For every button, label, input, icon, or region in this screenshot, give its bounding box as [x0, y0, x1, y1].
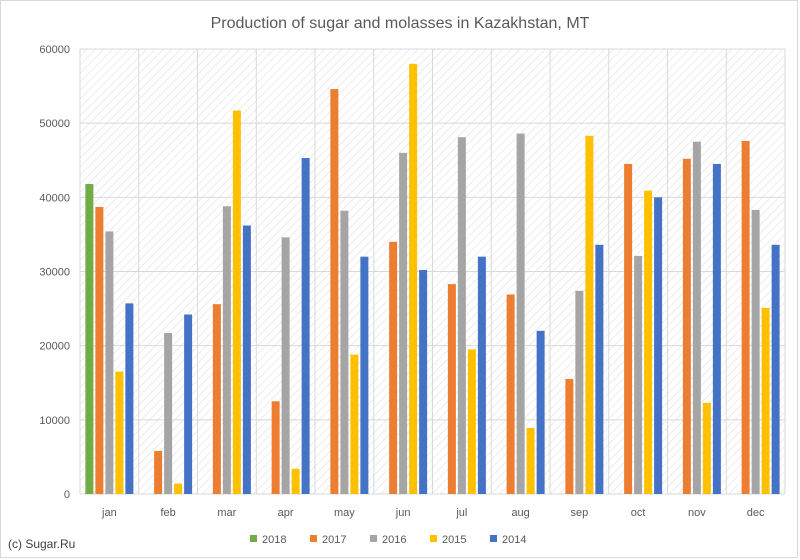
legend-label: 2015 [442, 534, 466, 546]
bar-2016-oct [634, 255, 643, 494]
y-tick-label: 50000 [39, 118, 70, 130]
x-tick-label: feb [160, 507, 175, 519]
y-tick-label: 40000 [39, 192, 70, 204]
bar-2015-feb [174, 483, 183, 494]
bar-2014-mar [242, 225, 251, 494]
bar-2017-may [330, 89, 339, 495]
bar-2017-jan [95, 206, 104, 494]
bar-2015-oct [644, 190, 653, 495]
x-axis: jan feb mar apr may jun jul aug sep oct nov dec [101, 507, 765, 519]
bars [85, 63, 780, 495]
credit-text: (c) Sugar.Ru [8, 537, 75, 551]
bar-2014-nov [712, 163, 721, 495]
x-tick-label: jul [455, 507, 467, 519]
bar-2015-jan [115, 371, 124, 494]
bar-2014-may [360, 256, 369, 494]
x-tick-label: jun [395, 507, 411, 519]
bar-2015-nov [702, 402, 711, 494]
legend-label: 2018 [262, 534, 286, 546]
bar-2015-mar [232, 110, 241, 494]
bar-2014-dec [771, 244, 780, 494]
bar-2017-dec [741, 140, 750, 494]
bar-2016-sep [575, 290, 584, 494]
bar-2017-mar [212, 304, 221, 494]
bar-2017-nov [682, 158, 691, 494]
legend-swatch [430, 535, 437, 542]
bar-2017-aug [506, 294, 515, 494]
bar-2016-jan [105, 231, 114, 494]
legend-swatch [250, 535, 257, 542]
bar-2016-aug [516, 133, 525, 495]
bar-2017-oct [624, 163, 633, 495]
x-tick-label: jan [101, 507, 117, 519]
bar-2016-jul [457, 137, 466, 494]
bar-2017-jul [447, 284, 456, 494]
bar-2015-may [350, 354, 359, 494]
bar-2016-feb [164, 333, 173, 494]
bar-2014-jan [125, 303, 134, 494]
x-tick-label: aug [511, 507, 529, 519]
legend-swatch [490, 535, 497, 542]
x-tick-label: may [334, 507, 355, 519]
legend-label: 2016 [382, 534, 406, 546]
bar-2015-jun [409, 63, 418, 494]
bar-2016-mar [222, 206, 231, 494]
bar-2016-nov [692, 141, 701, 495]
bar-2014-jun [419, 270, 428, 494]
bar-2015-jul [467, 349, 476, 494]
x-tick-label: apr [278, 507, 294, 519]
y-axis: 0 10000 20000 30000 40000 50000 60000 [39, 44, 70, 501]
y-tick-label: 20000 [39, 341, 70, 353]
gridlines [79, 48, 786, 495]
legend-label: 2014 [502, 534, 526, 546]
bar-2016-may [340, 210, 349, 494]
legend-swatch [310, 535, 317, 542]
x-tick-label: nov [688, 507, 706, 519]
bar-2017-apr [271, 401, 280, 494]
y-tick-label: 60000 [39, 44, 70, 56]
x-tick-label: mar [217, 507, 236, 519]
bar-2017-sep [565, 379, 574, 494]
bar-2014-feb [184, 314, 193, 494]
bar-2014-jul [477, 256, 486, 494]
bar-2015-apr [291, 468, 300, 494]
legend-swatch [370, 535, 377, 542]
x-tick-label: sep [571, 507, 589, 519]
bar-2018-jan [85, 183, 94, 494]
y-tick-label: 0 [64, 489, 70, 501]
bar-2016-dec [751, 209, 760, 495]
y-tick-label: 10000 [39, 415, 70, 427]
bar-2016-jun [399, 152, 408, 495]
bar-2015-dec [761, 307, 770, 494]
bar-2014-aug [536, 330, 545, 494]
bar-2017-jun [389, 241, 398, 494]
legend: 2018 2017 2016 2015 2014 [250, 534, 526, 546]
bar-2015-aug [526, 427, 535, 494]
bar-2017-feb [154, 450, 163, 494]
x-tick-label: oct [631, 507, 646, 519]
bar-2014-sep [595, 244, 604, 494]
chart-title: Production of sugar and molasses in Kaza… [211, 15, 590, 32]
bar-2015-sep [585, 135, 594, 494]
bar-2014-oct [654, 197, 663, 495]
legend-label: 2017 [322, 534, 346, 546]
bar-2014-apr [301, 158, 310, 494]
bar-2016-apr [281, 237, 290, 494]
x-tick-label: dec [747, 507, 765, 519]
y-tick-label: 30000 [39, 267, 70, 279]
